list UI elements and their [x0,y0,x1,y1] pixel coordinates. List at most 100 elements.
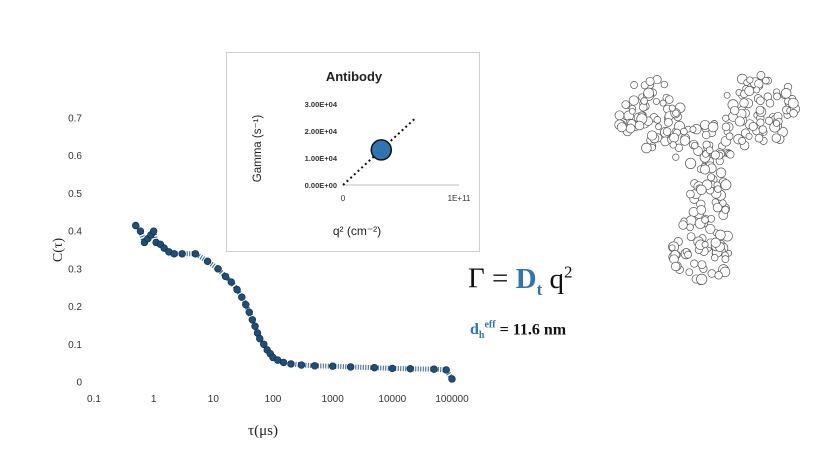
molecule-bead [665,95,674,104]
molecule-bead [686,232,696,242]
x-tick-label: 10 [208,394,220,405]
data-point [132,221,140,230]
x-tick-label: 1E+11 [448,194,471,203]
molecule-bead [625,123,636,134]
molecule-bead [715,229,726,241]
molecule-bead [720,179,732,191]
molecule-bead [685,268,694,277]
data-point [297,361,306,369]
molecule-bead [630,81,638,89]
molecule-bead [669,132,679,143]
molecule-bead [721,205,730,214]
data-point [448,375,456,383]
data-point [203,257,212,266]
y-tick-label: 0.4 [68,227,82,238]
molecule-bead [678,220,688,230]
y-tick-label: 0.00E+00 [305,181,337,190]
molecule-bead [714,185,722,193]
molecule-bead [696,184,707,195]
molecule-bead [647,130,658,141]
molecule-bead [690,259,699,268]
molecule-bead [739,98,749,108]
molecule-bead [628,107,636,115]
molecule-bead [684,250,692,259]
x-tick-label: 100 [265,394,282,405]
molecule-bead [756,96,765,105]
data-point [346,363,355,371]
molecule-bead [765,98,775,108]
data-point [260,340,268,348]
molecule-bead [710,150,720,160]
molecule-bead [705,146,714,154]
molecule-bead [755,105,765,115]
molecule-bead [700,164,710,175]
molecule-bead [756,118,765,127]
y-tick-label: 0.5 [68,189,82,200]
data-point [251,322,259,330]
molecule-bead [671,261,681,272]
x-tick-label: 1 [151,394,157,405]
equals-sign: = [492,262,509,295]
y-tick-label: 3.00E+04 [305,100,338,109]
molecule-bead [710,237,721,248]
molecule-bead [721,122,731,132]
data-point [279,358,288,367]
molecule-bead [701,241,709,249]
molecule-bead [707,214,716,223]
molecule-bead [628,95,639,106]
y-tick-label: 0.2 [68,302,82,313]
molecule-bead [707,121,719,133]
molecule-bead [753,86,761,94]
molecule-bead [691,141,699,150]
molecule-bead [707,269,717,278]
y-tick-label: 0.6 [68,151,82,162]
data-point [370,363,379,372]
molecule-bead [696,205,707,215]
molecule-bead [721,255,730,263]
y-tick-label: 0.3 [68,264,82,275]
molecule-bead [668,244,676,252]
molecule-bead [712,202,723,213]
molecule-bead [707,173,716,182]
molecule-bead [668,104,676,112]
data-point [238,293,246,301]
y-tick-label: 0.1 [68,340,82,351]
molecule-bead [745,132,753,140]
data-point [233,285,241,294]
molecule-bead [758,125,767,134]
molecule-bead [655,123,662,131]
molecule-bead [685,157,697,169]
data-point [191,250,200,258]
data-point [178,250,186,258]
data-point [430,365,438,373]
molecule-bead [701,216,709,224]
data-point [170,250,178,258]
data-point [214,265,222,273]
dh-symbol: dheff [470,320,496,342]
molecule-bead [634,120,645,131]
molecule-bead [711,254,719,262]
stokes-equation: Γ = Dt q2 [468,262,573,299]
molecule-bead [726,150,735,159]
molecule-bead [723,91,731,99]
molecule-bead [780,88,792,99]
molecule-bead [686,189,695,199]
molecule-bead [754,133,764,143]
molecule-bead [679,135,691,146]
data-point [248,316,257,324]
molecule-bead [715,167,727,178]
antibody-molecule-icon [614,71,801,286]
molecule-bead [662,127,672,136]
molecule-bead [621,100,630,109]
molecule-bead [641,142,652,154]
data-point [149,227,158,235]
molecule-bead [746,76,754,84]
molecule-bead [725,132,734,141]
data-point [287,360,295,368]
data-point [328,362,337,370]
data-point [311,362,319,370]
antibody-gamma-chart: Antibody 0.00E+00 1.00E+04 2.00E+04 3.00E+04… [252,69,471,238]
x-tick-label: 0 [341,194,346,203]
molecule-bead [787,97,799,109]
molecule-bead [653,116,662,124]
